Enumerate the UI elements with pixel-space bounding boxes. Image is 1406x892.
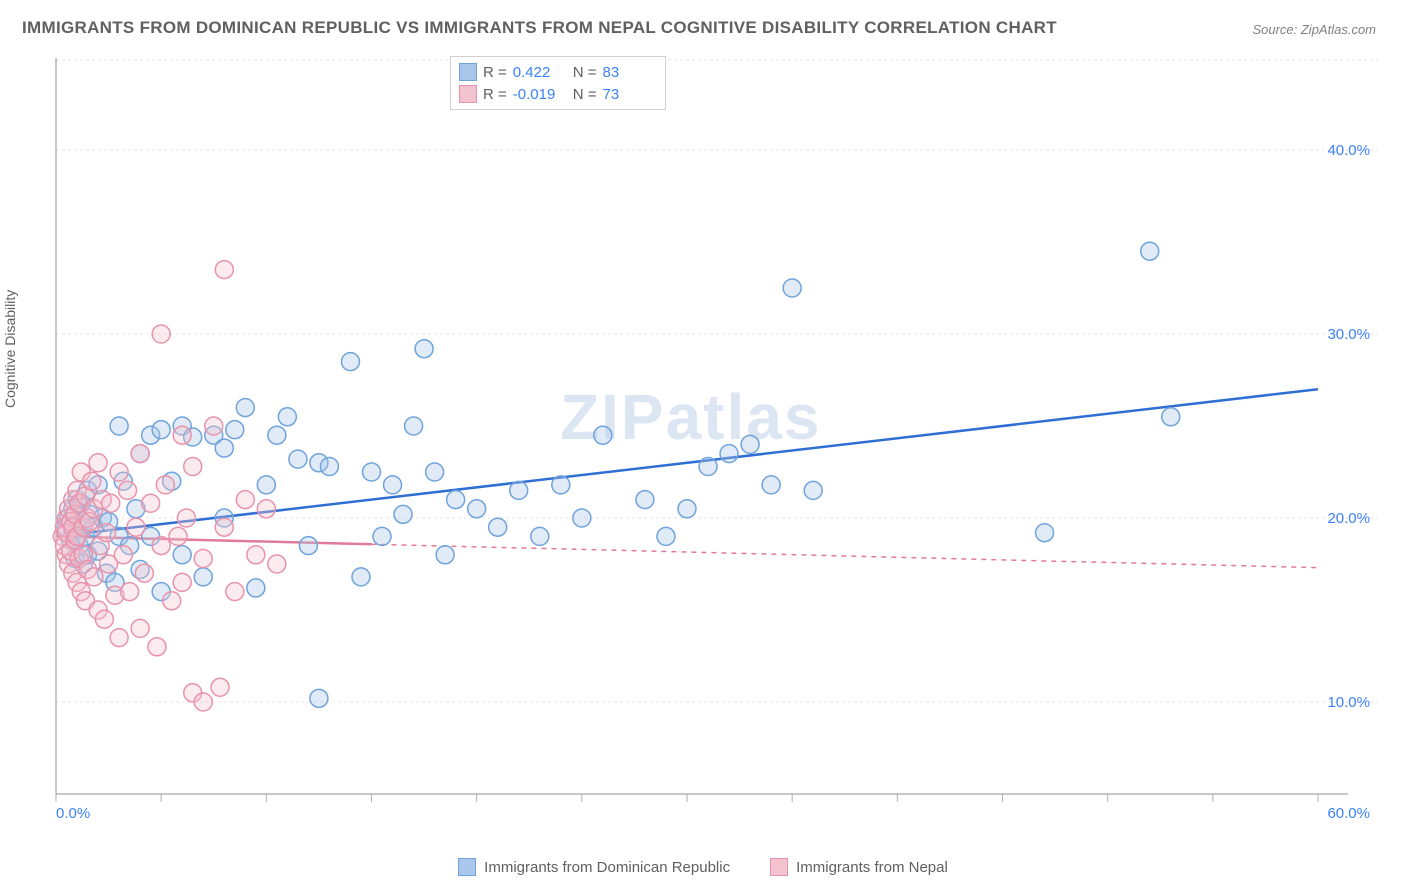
svg-text:40.0%: 40.0% — [1327, 142, 1370, 159]
chart-area: 10.0% 20.0% 30.0% 40.0% 0.0% 60.0% — [48, 54, 1378, 824]
y-axis-label: Cognitive Disability — [2, 290, 18, 408]
legend-item: Immigrants from Dominican Republic — [458, 858, 730, 876]
stat-r-label: R = — [483, 64, 507, 81]
stat-n-value: 73 — [603, 86, 657, 103]
series-swatch — [459, 85, 477, 103]
legend-swatch — [458, 858, 476, 876]
stat-n-value: 83 — [603, 64, 657, 81]
source-attribution: Source: ZipAtlas.com — [1252, 22, 1376, 37]
stats-legend-box: R = 0.422 N = 83 R = -0.019 N = 73 — [450, 56, 666, 110]
svg-text:30.0%: 30.0% — [1327, 326, 1370, 343]
legend-label: Immigrants from Dominican Republic — [484, 859, 730, 876]
bottom-legend: Immigrants from Dominican Republic Immigr… — [0, 858, 1406, 876]
stat-r-label: R = — [483, 86, 507, 103]
stat-r-value: -0.019 — [513, 86, 567, 103]
legend-swatch — [770, 858, 788, 876]
svg-text:60.0%: 60.0% — [1327, 805, 1370, 822]
legend-label: Immigrants from Nepal — [796, 859, 948, 876]
stat-n-label: N = — [573, 86, 597, 103]
legend-item: Immigrants from Nepal — [770, 858, 948, 876]
stat-n-label: N = — [573, 64, 597, 81]
scatter-plot-svg: 10.0% 20.0% 30.0% 40.0% 0.0% 60.0% — [48, 54, 1378, 824]
series-swatch — [459, 63, 477, 81]
stat-r-value: 0.422 — [513, 64, 567, 81]
svg-text:0.0%: 0.0% — [56, 805, 90, 822]
stats-row: R = -0.019 N = 73 — [459, 83, 657, 105]
chart-title: IMMIGRANTS FROM DOMINICAN REPUBLIC VS IM… — [22, 18, 1057, 38]
svg-text:10.0%: 10.0% — [1327, 694, 1370, 711]
stats-row: R = 0.422 N = 83 — [459, 61, 657, 83]
svg-text:20.0%: 20.0% — [1327, 510, 1370, 527]
